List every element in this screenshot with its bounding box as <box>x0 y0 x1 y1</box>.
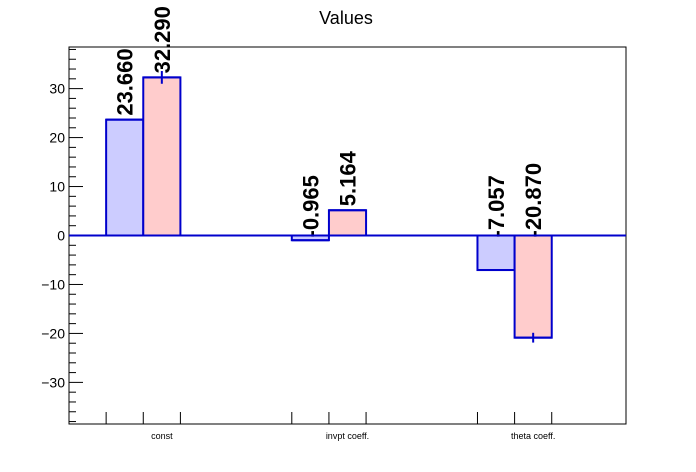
bar <box>105 118 145 237</box>
y-tick-label: 30 <box>49 81 65 97</box>
plot-area: −30 −20 −10 0 10 20 30 const invpt coeff. theta c… <box>41 6 627 441</box>
data-label: 5.164 <box>336 150 361 206</box>
bar <box>327 209 368 237</box>
data-label: -7.057 <box>484 175 509 237</box>
y-tick-label: 20 <box>49 130 65 146</box>
x-category-label: const <box>151 431 173 441</box>
y-tick-label: −20 <box>41 325 65 341</box>
bar <box>476 234 516 272</box>
y-tick-label: 0 <box>57 228 65 244</box>
bar <box>513 234 553 339</box>
x-category-label: theta coeff. <box>511 431 555 441</box>
bar <box>142 76 182 237</box>
x-category-label: invpt coeff. <box>326 431 369 441</box>
chart-title: Values <box>319 8 373 28</box>
data-label: -0.965 <box>298 175 323 237</box>
y-tick-label: −10 <box>41 276 65 292</box>
data-label: 23.660 <box>113 48 138 115</box>
y-tick-label: −30 <box>41 374 65 390</box>
data-label: 32.290 <box>150 6 175 73</box>
y-tick-label: 10 <box>49 179 65 195</box>
data-label: -20.870 <box>521 163 546 238</box>
